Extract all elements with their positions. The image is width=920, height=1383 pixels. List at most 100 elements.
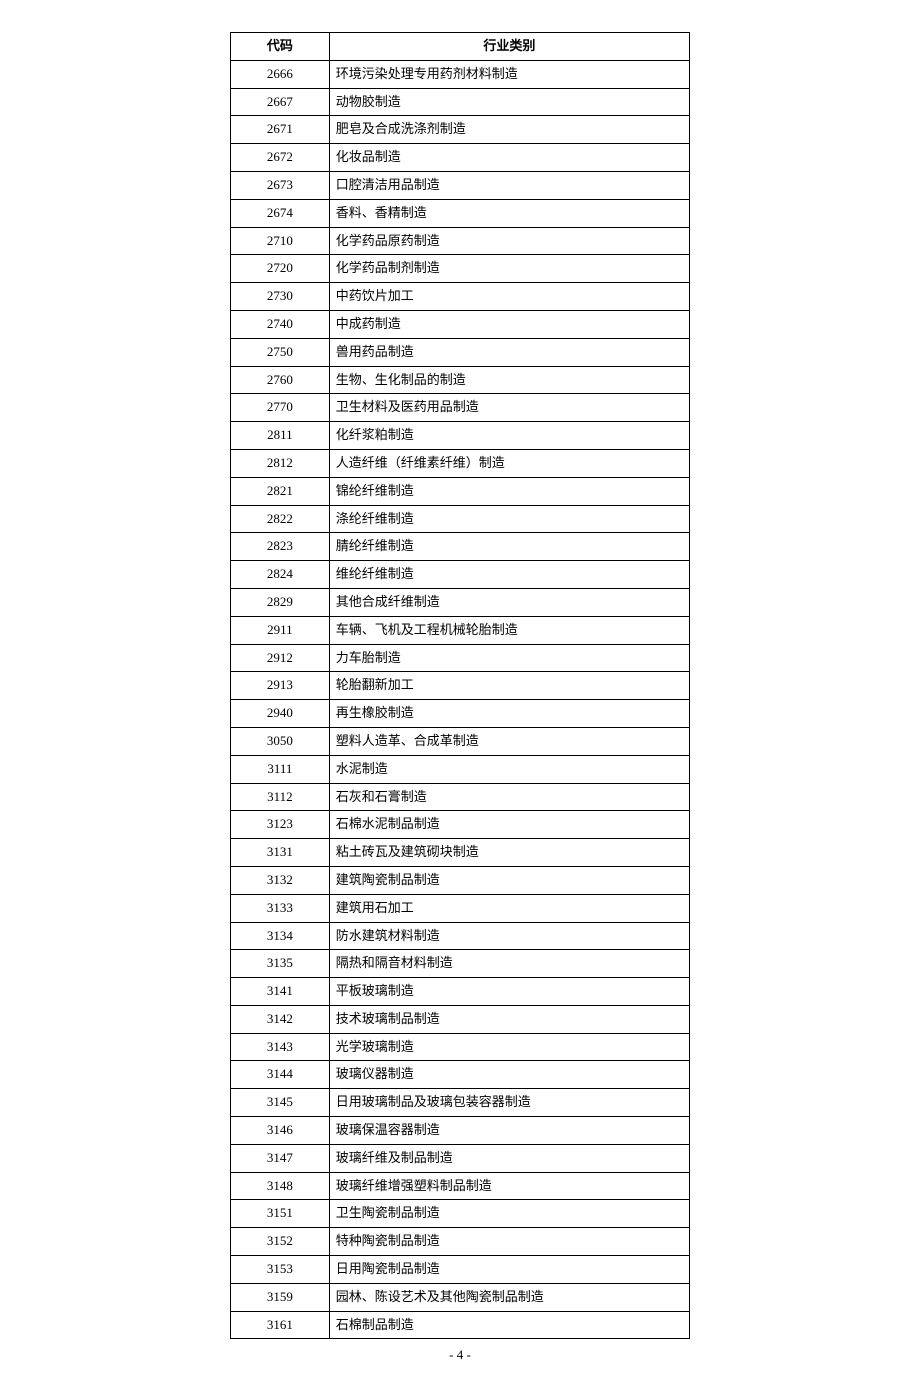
table-row: 3147玻璃纤维及制品制造 — [231, 1144, 690, 1172]
table-row: 3134防水建筑材料制造 — [231, 922, 690, 950]
cell-category: 卫生陶瓷制品制造 — [329, 1200, 689, 1228]
cell-code: 3135 — [231, 950, 330, 978]
table-row: 2740中成药制造 — [231, 310, 690, 338]
cell-code: 2822 — [231, 505, 330, 533]
cell-category: 化妆品制造 — [329, 144, 689, 172]
table-header-row: 代码 行业类别 — [231, 33, 690, 61]
cell-code: 2671 — [231, 116, 330, 144]
cell-code: 3123 — [231, 811, 330, 839]
table-row: 2667动物胶制造 — [231, 88, 690, 116]
cell-category: 石灰和石膏制造 — [329, 783, 689, 811]
cell-code: 2720 — [231, 255, 330, 283]
cell-category: 玻璃纤维及制品制造 — [329, 1144, 689, 1172]
cell-category: 粘土砖瓦及建筑砌块制造 — [329, 839, 689, 867]
cell-category: 锦纶纤维制造 — [329, 477, 689, 505]
table-row: 2911车辆、飞机及工程机械轮胎制造 — [231, 616, 690, 644]
cell-category: 技术玻璃制品制造 — [329, 1005, 689, 1033]
cell-category: 香料、香精制造 — [329, 199, 689, 227]
cell-category: 涤纶纤维制造 — [329, 505, 689, 533]
cell-category: 玻璃仪器制造 — [329, 1061, 689, 1089]
cell-category: 再生橡胶制造 — [329, 700, 689, 728]
table-row: 2710化学药品原药制造 — [231, 227, 690, 255]
cell-category: 其他合成纤维制造 — [329, 588, 689, 616]
cell-code: 3147 — [231, 1144, 330, 1172]
cell-code: 2674 — [231, 199, 330, 227]
table-row: 2940再生橡胶制造 — [231, 700, 690, 728]
cell-code: 2913 — [231, 672, 330, 700]
cell-category: 玻璃纤维增强塑料制品制造 — [329, 1172, 689, 1200]
table-row: 2824维纶纤维制造 — [231, 561, 690, 589]
table-row: 3111水泥制造 — [231, 755, 690, 783]
industry-codes-table: 代码 行业类别 2666环境污染处理专用药剂材料制造2667动物胶制造2671肥… — [230, 32, 690, 1339]
cell-category: 隔热和隔音材料制造 — [329, 950, 689, 978]
table-row: 3132建筑陶瓷制品制造 — [231, 866, 690, 894]
cell-code: 2824 — [231, 561, 330, 589]
cell-category: 口腔清洁用品制造 — [329, 171, 689, 199]
cell-code: 3132 — [231, 866, 330, 894]
table-row: 3123石棉水泥制品制造 — [231, 811, 690, 839]
table-row: 2730中药饮片加工 — [231, 283, 690, 311]
table-row: 3145日用玻璃制品及玻璃包装容器制造 — [231, 1089, 690, 1117]
cell-code: 2821 — [231, 477, 330, 505]
cell-code: 2740 — [231, 310, 330, 338]
table-row: 2912力车胎制造 — [231, 644, 690, 672]
cell-code: 2667 — [231, 88, 330, 116]
cell-category: 光学玻璃制造 — [329, 1033, 689, 1061]
cell-category: 环境污染处理专用药剂材料制造 — [329, 60, 689, 88]
table-row: 3161石棉制品制造 — [231, 1311, 690, 1339]
table-row: 2674香料、香精制造 — [231, 199, 690, 227]
cell-code: 2672 — [231, 144, 330, 172]
table-row: 2770卫生材料及医药用品制造 — [231, 394, 690, 422]
table-row: 3050塑料人造革、合成革制造 — [231, 727, 690, 755]
cell-code: 3148 — [231, 1172, 330, 1200]
table-row: 2829其他合成纤维制造 — [231, 588, 690, 616]
cell-code: 2730 — [231, 283, 330, 311]
table-row: 3148玻璃纤维增强塑料制品制造 — [231, 1172, 690, 1200]
header-code: 代码 — [231, 33, 330, 61]
cell-code: 3153 — [231, 1256, 330, 1284]
cell-code: 3142 — [231, 1005, 330, 1033]
cell-category: 特种陶瓷制品制造 — [329, 1228, 689, 1256]
cell-code: 3146 — [231, 1117, 330, 1145]
cell-category: 石棉制品制造 — [329, 1311, 689, 1339]
cell-code: 3159 — [231, 1283, 330, 1311]
table-row: 3133建筑用石加工 — [231, 894, 690, 922]
cell-category: 兽用药品制造 — [329, 338, 689, 366]
cell-code: 3151 — [231, 1200, 330, 1228]
table-row: 3146玻璃保温容器制造 — [231, 1117, 690, 1145]
cell-code: 2823 — [231, 533, 330, 561]
page-container: 代码 行业类别 2666环境污染处理专用药剂材料制造2667动物胶制造2671肥… — [0, 20, 920, 1363]
cell-code: 2940 — [231, 700, 330, 728]
table-row: 2811化纤浆粕制造 — [231, 422, 690, 450]
cell-category: 建筑用石加工 — [329, 894, 689, 922]
cell-category: 中成药制造 — [329, 310, 689, 338]
table-row: 2812人造纤维（纤维素纤维）制造 — [231, 449, 690, 477]
cell-category: 石棉水泥制品制造 — [329, 811, 689, 839]
cell-category: 中药饮片加工 — [329, 283, 689, 311]
table-row: 2672化妆品制造 — [231, 144, 690, 172]
cell-category: 动物胶制造 — [329, 88, 689, 116]
table-row: 2671肥皂及合成洗涤剂制造 — [231, 116, 690, 144]
cell-category: 力车胎制造 — [329, 644, 689, 672]
table-row: 2913轮胎翻新加工 — [231, 672, 690, 700]
header-category: 行业类别 — [329, 33, 689, 61]
cell-category: 化学药品制剂制造 — [329, 255, 689, 283]
cell-code: 3143 — [231, 1033, 330, 1061]
cell-category: 日用陶瓷制品制造 — [329, 1256, 689, 1284]
cell-code: 2911 — [231, 616, 330, 644]
cell-code: 3152 — [231, 1228, 330, 1256]
page-number: - 4 - — [449, 1347, 471, 1363]
cell-code: 2812 — [231, 449, 330, 477]
cell-code: 3131 — [231, 839, 330, 867]
cell-code: 2770 — [231, 394, 330, 422]
table-row: 3151卫生陶瓷制品制造 — [231, 1200, 690, 1228]
cell-code: 2912 — [231, 644, 330, 672]
cell-category: 车辆、飞机及工程机械轮胎制造 — [329, 616, 689, 644]
cell-code: 2760 — [231, 366, 330, 394]
cell-code: 2811 — [231, 422, 330, 450]
table-row: 2720化学药品制剂制造 — [231, 255, 690, 283]
cell-category: 日用玻璃制品及玻璃包装容器制造 — [329, 1089, 689, 1117]
cell-code: 3145 — [231, 1089, 330, 1117]
cell-category: 园林、陈设艺术及其他陶瓷制品制造 — [329, 1283, 689, 1311]
table-row: 2760生物、生化制品的制造 — [231, 366, 690, 394]
